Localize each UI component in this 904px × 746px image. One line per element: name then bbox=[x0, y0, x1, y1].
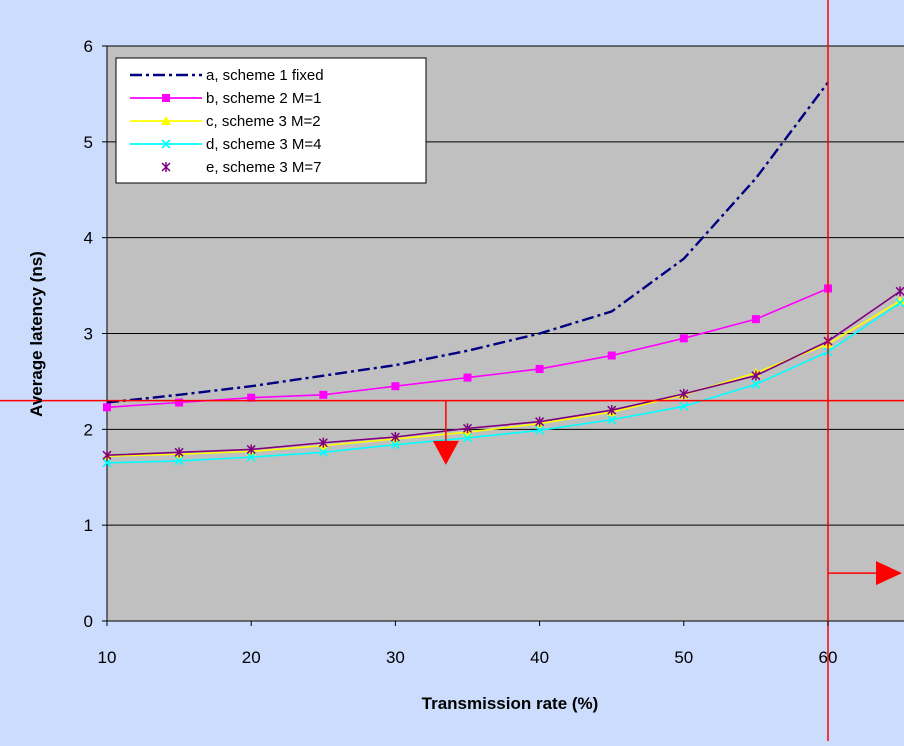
x-tick-label-20: 20 bbox=[242, 648, 261, 667]
series-3-point-11 bbox=[895, 298, 904, 308]
legend-marker-2 bbox=[161, 116, 171, 125]
series-1-point-7 bbox=[607, 351, 616, 360]
series-3-point-6 bbox=[535, 425, 545, 435]
series-1-point-9 bbox=[751, 315, 760, 324]
y-tick-label-6: 6 bbox=[84, 37, 93, 56]
y-tick-label-1: 1 bbox=[84, 516, 93, 535]
series-3-point-3 bbox=[318, 447, 328, 457]
x-tick-label-40: 40 bbox=[530, 648, 549, 667]
series-4-point-9 bbox=[751, 370, 761, 381]
series-4-point-6 bbox=[535, 416, 545, 427]
series-3-point-1 bbox=[174, 456, 184, 466]
series-line-0 bbox=[106, 81, 829, 404]
series-3-point-0 bbox=[102, 458, 112, 468]
y-tick-label-4: 4 bbox=[84, 229, 93, 248]
y-tick-label-3: 3 bbox=[84, 325, 93, 344]
series-1-point-5 bbox=[463, 373, 472, 382]
y-tick-label-0: 0 bbox=[84, 612, 93, 631]
tick-labels: 0 1 2 3 4 5 6 10 20 30 40 50 60 bbox=[84, 37, 838, 667]
legend-label-4: e, scheme 3 M=7 bbox=[206, 159, 321, 176]
series-4-point-5 bbox=[462, 423, 473, 434]
down-arrow-head bbox=[432, 440, 459, 465]
x-tick-label-50: 50 bbox=[674, 648, 693, 667]
legend-label-0: a, scheme 1 fixed bbox=[206, 67, 324, 84]
series-3-point-4 bbox=[390, 440, 400, 450]
x-tick-label-30: 30 bbox=[386, 648, 405, 667]
legend-marker-1 bbox=[162, 94, 170, 102]
series-3-point-7 bbox=[607, 415, 617, 425]
series-2-point-11 bbox=[895, 295, 904, 305]
legend-marker-3 bbox=[161, 139, 171, 149]
series-4-point-2 bbox=[246, 444, 256, 455]
series-4-point-11 bbox=[895, 286, 904, 297]
series-4-point-8 bbox=[679, 388, 689, 399]
x-axis-label: Transmission rate (%) bbox=[422, 694, 599, 713]
series-1-point-8 bbox=[679, 334, 688, 343]
x-tick-label-10: 10 bbox=[98, 648, 117, 667]
series-1-point-2 bbox=[247, 393, 256, 402]
y-axis-label: Average latency (ns) bbox=[27, 251, 46, 417]
series-4-point-3 bbox=[318, 437, 328, 448]
series-1-point-1 bbox=[175, 398, 184, 407]
series-1-point-3 bbox=[319, 390, 328, 399]
series-1-point-6 bbox=[535, 364, 544, 373]
series-0 bbox=[106, 81, 829, 404]
y-tick-label-5: 5 bbox=[84, 133, 93, 152]
series-4-point-4 bbox=[390, 432, 400, 442]
series-line-2 bbox=[106, 300, 901, 457]
series-layer bbox=[102, 81, 904, 468]
x-tick-label-60: 60 bbox=[819, 648, 838, 667]
series-1-point-4 bbox=[391, 382, 400, 391]
legend-label-3: d, scheme 3 M=4 bbox=[206, 136, 321, 153]
series-line-3 bbox=[106, 302, 901, 464]
series-3-point-9 bbox=[751, 379, 761, 389]
series-4-point-1 bbox=[174, 447, 184, 458]
legend-label-2: c, scheme 3 M=2 bbox=[206, 113, 321, 130]
series-1-point-0 bbox=[103, 403, 111, 412]
series-3-point-2 bbox=[246, 452, 256, 462]
right-arrow-head bbox=[876, 561, 902, 586]
legend-marker-4 bbox=[161, 162, 171, 172]
series-line-4 bbox=[106, 290, 901, 457]
series-3-point-5 bbox=[462, 433, 473, 443]
series-3 bbox=[102, 298, 904, 468]
series-4-point-7 bbox=[607, 405, 617, 416]
y-tick-label-2: 2 bbox=[84, 420, 93, 439]
series-4-point-0 bbox=[102, 450, 112, 461]
legend-label-1: b, scheme 2 M=1 bbox=[206, 90, 321, 107]
legend: a, scheme 1 fixed b, scheme 2 M=1 c, schem… bbox=[115, 57, 427, 184]
series-3-point-8 bbox=[679, 401, 689, 411]
